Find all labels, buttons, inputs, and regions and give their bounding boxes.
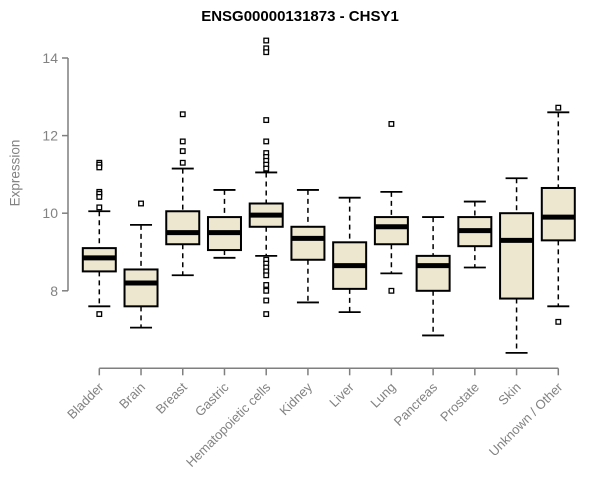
- outlier-lung: [388, 287, 395, 294]
- outlier-breast: [179, 111, 186, 118]
- chart-title: ENSG00000131873 - CHSY1: [201, 8, 399, 25]
- outlier-brain: [138, 200, 144, 207]
- outlier-hematopoietic-cells: [263, 165, 270, 172]
- outlier-hematopoietic-cells: [263, 311, 270, 318]
- x-tick-label-pancreas: Pancreas: [391, 379, 441, 429]
- outlier-breast: [179, 138, 186, 145]
- outlier-lung: [388, 121, 395, 127]
- box-brain: [123, 268, 159, 308]
- outlier-hematopoietic-cells: [263, 272, 270, 279]
- y-axis-label: Expression: [7, 139, 23, 207]
- box-unknown-other: [540, 186, 576, 242]
- outlier-hematopoietic-cells: [263, 287, 270, 294]
- box-lung: [373, 216, 409, 246]
- x-tick-label-bladder: Bladder: [64, 379, 107, 422]
- y-tick-label: 14: [42, 50, 58, 66]
- y-tick-label: 12: [42, 128, 58, 144]
- box-pancreas: [415, 254, 451, 292]
- x-tick-label-prostate: Prostate: [437, 380, 482, 425]
- x-tick-label-brain: Brain: [116, 380, 148, 412]
- outlier-breast: [179, 159, 186, 166]
- outlier-hematopoietic-cells: [263, 37, 270, 44]
- outlier-hematopoietic-cells: [263, 138, 270, 145]
- y-tick-label: 10: [42, 205, 58, 221]
- x-tick-label-lung: Lung: [367, 380, 398, 411]
- outlier-bladder: [96, 164, 103, 171]
- outlier-bladder: [96, 204, 103, 211]
- outlier-bladder: [96, 193, 103, 200]
- x-tick-label-skin: Skin: [495, 380, 523, 408]
- x-tick-label-breast: Breast: [153, 379, 190, 416]
- outlier-hematopoietic-cells: [263, 49, 270, 56]
- outlier-bladder: [96, 311, 103, 318]
- y-tick-label: 8: [50, 283, 58, 299]
- box-breast: [165, 210, 201, 246]
- box-kidney: [290, 225, 326, 261]
- x-tick-label-liver: Liver: [326, 379, 357, 410]
- outlier-unknown-other: [555, 318, 562, 325]
- outlier-unknown-other: [555, 104, 562, 111]
- box-skin: [499, 212, 535, 300]
- x-tick-label-kidney: Kidney: [276, 379, 315, 418]
- outlier-hematopoietic-cells: [263, 117, 270, 124]
- x-tick-label-unknown-other: Unknown / Other: [486, 379, 566, 459]
- outlier-hematopoietic-cells: [263, 297, 270, 304]
- x-tick-label-gastric: Gastric: [192, 379, 232, 419]
- outlier-breast: [179, 148, 186, 155]
- outlier-hematopoietic-cells: [263, 282, 270, 288]
